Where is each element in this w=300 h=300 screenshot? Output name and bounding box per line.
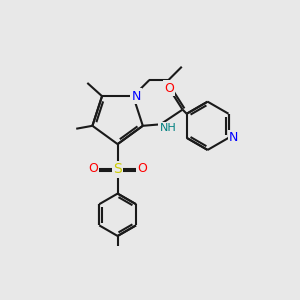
Text: O: O (137, 162, 147, 175)
Text: N: N (229, 131, 239, 144)
Text: S: S (113, 162, 122, 176)
Text: NH: NH (160, 123, 176, 133)
Text: N: N (131, 90, 141, 103)
Text: O: O (164, 82, 174, 94)
Text: O: O (88, 162, 98, 175)
